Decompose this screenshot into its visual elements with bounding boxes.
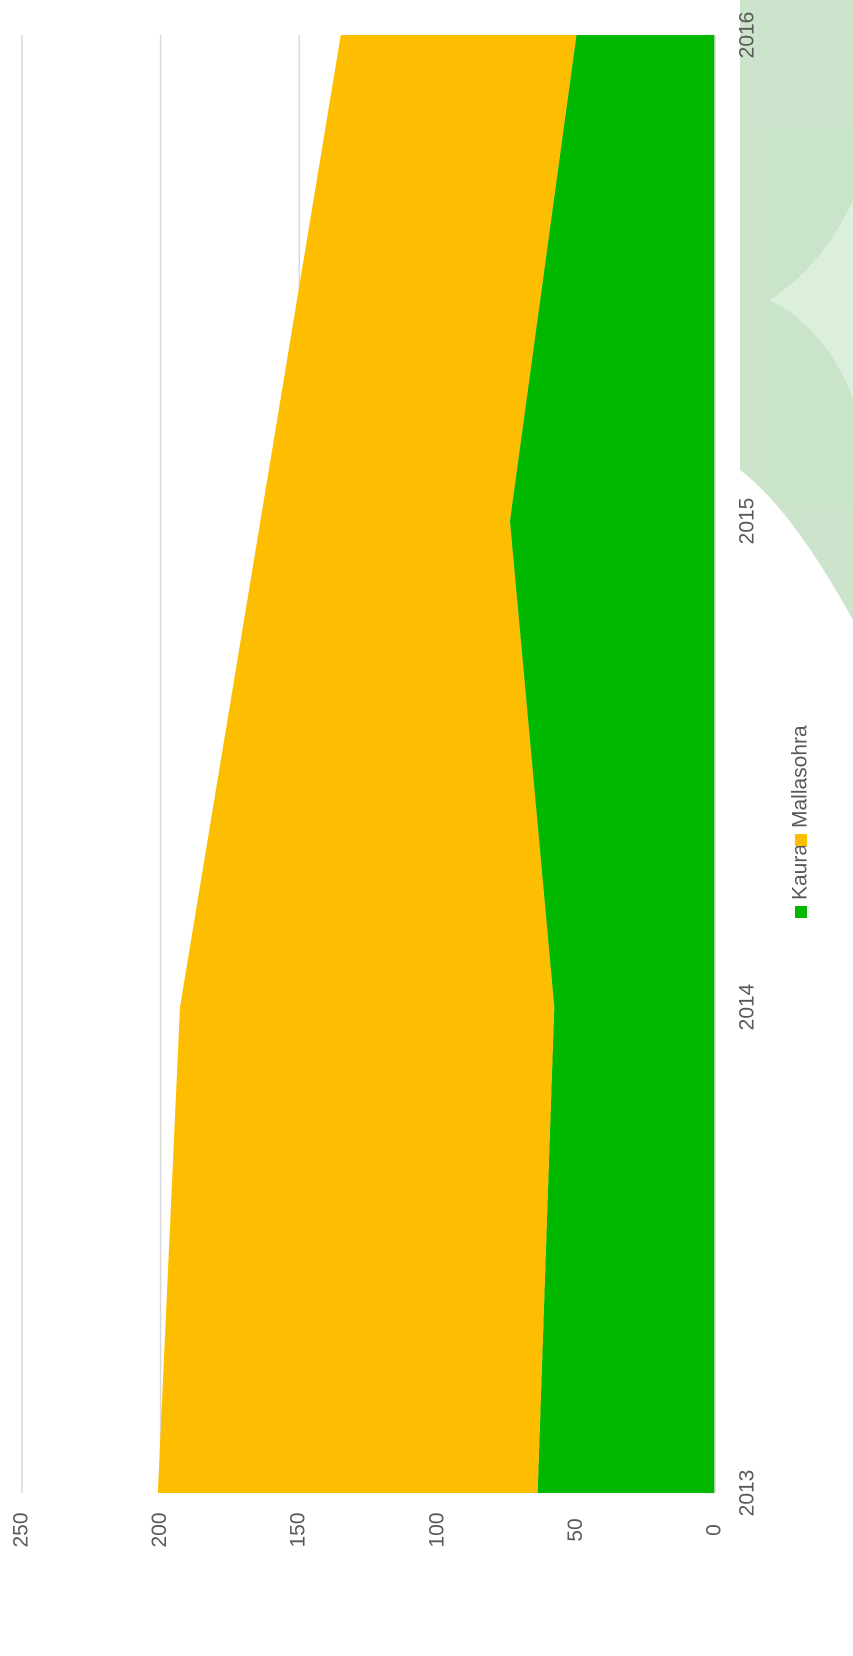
watermark xyxy=(740,0,853,620)
area xyxy=(509,35,715,1493)
legend-swatch xyxy=(795,834,807,846)
x-tick-label: 2013 xyxy=(736,1470,759,1517)
y-tick-label: 50 xyxy=(564,1518,587,1541)
x-tick-label: 2016 xyxy=(736,12,759,59)
y-tick-label: 100 xyxy=(425,1512,448,1547)
legend-label: Mallasohra xyxy=(789,725,812,828)
area xyxy=(157,35,577,1493)
y-tick-label: 150 xyxy=(287,1512,310,1547)
x-tick-label: 2014 xyxy=(736,983,759,1030)
y-tick-label: 200 xyxy=(148,1512,171,1547)
y-tick-label: 0 xyxy=(703,1524,726,1536)
x-tick-label: 2015 xyxy=(736,498,759,545)
legend-label: Kaura xyxy=(789,844,812,900)
legend-swatch xyxy=(795,906,807,918)
y-tick-label: 250 xyxy=(10,1512,33,1547)
